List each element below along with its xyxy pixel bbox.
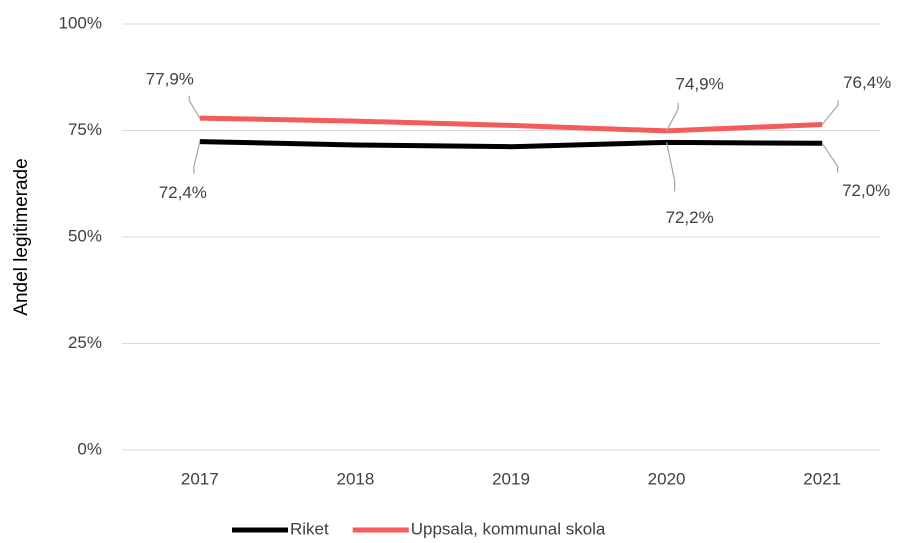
leader-line [821,100,839,125]
x-tick-label: 2017 [181,469,219,488]
leader-line [188,95,201,119]
y-tick-label: 25% [68,333,102,352]
data-label: 74,9% [675,74,723,93]
y-tick-label: 100% [59,13,102,32]
x-tick-label: 2021 [803,469,841,488]
series-line [199,115,823,134]
data-label: 72,4% [159,183,207,202]
data-label: 72,2% [665,208,713,227]
legend-label: Uppsala, kommunal skola [411,519,606,538]
legend-label: Riket [290,519,329,538]
x-tick-label: 2020 [648,469,686,488]
y-tick-label: 0% [77,439,102,458]
leader-line [193,141,201,174]
data-label: 77,9% [146,70,194,89]
leader-line [666,142,676,192]
y-axis-title: Andel legitimerade [11,158,32,315]
x-tick-label: 2019 [492,469,530,488]
leader-line [821,142,839,173]
x-tick-label: 2018 [336,469,374,488]
data-label: 72,0% [842,181,890,200]
series-line [199,139,823,150]
y-tick-label: 50% [68,226,102,245]
data-label: 76,4% [843,73,891,92]
leader-line [666,102,679,132]
y-tick-label: 75% [68,120,102,139]
